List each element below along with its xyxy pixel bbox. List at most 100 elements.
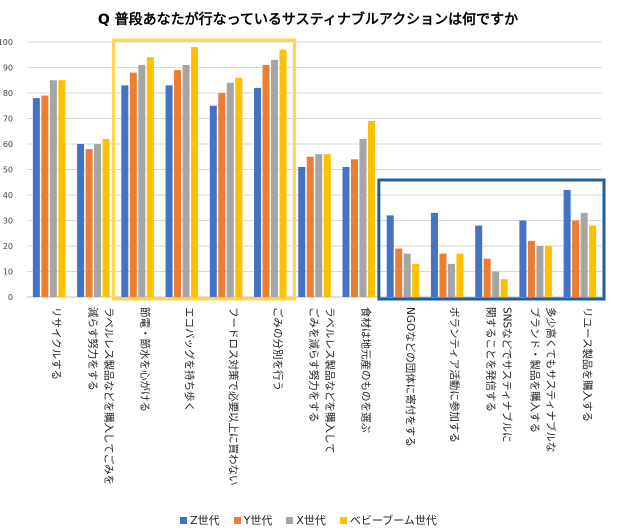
bar-4-12	[544, 246, 552, 297]
x-tick-label: ごみを減らす努力をする	[308, 307, 321, 422]
x-tick-label: ラベルレス製品などを購入してごみを	[102, 307, 115, 485]
bar-1-10	[430, 212, 438, 297]
bar-1-8	[342, 166, 350, 297]
x-tick-label: ブランド・製品を購入する	[529, 307, 542, 433]
bar-4-1	[58, 80, 66, 297]
bar-2-12	[527, 240, 535, 297]
legend-swatch	[339, 516, 347, 524]
y-tick-label: 0	[8, 293, 13, 302]
legend-label: ベビーブーム世代	[349, 514, 437, 527]
legend-label: Z世代	[190, 514, 220, 527]
y-tick-label: 40	[3, 191, 13, 200]
x-tick-label: 食材は地元産のものを選ぶ	[360, 307, 373, 433]
bar-2-8	[350, 159, 358, 297]
y-tick-label: 100	[0, 38, 13, 47]
x-tick-label: ごみの分別を行う	[271, 307, 284, 391]
x-tick-label: 多少高くてもサスティナブルな	[545, 307, 558, 452]
bar-3-12	[536, 246, 544, 297]
x-tick-label: フードロス対策で必要以上に買わない	[227, 307, 240, 486]
y-tick-label: 20	[3, 242, 13, 251]
bar-4-4	[191, 47, 199, 297]
highlight-boxes	[111, 38, 606, 301]
legend-swatch	[286, 516, 294, 524]
legend-swatch	[233, 516, 241, 524]
bar-1-6	[254, 87, 262, 298]
bar-2-3	[129, 72, 137, 297]
bar-2-6	[262, 64, 270, 297]
bar-2-11	[483, 258, 491, 297]
bar-2-2	[85, 149, 93, 297]
x-tick-label: 減らす努力をする	[86, 307, 99, 391]
x-tick-label: ボランティア活動に参加する	[448, 307, 461, 443]
bar-1-5	[209, 105, 217, 297]
bar-3-3	[138, 64, 146, 297]
legend: Z世代 Y世代 X世代 ベビーブーム世代	[0, 510, 617, 530]
bar-3-7	[315, 154, 323, 297]
bar-1-3	[121, 85, 129, 297]
legend-item: X世代	[286, 512, 326, 528]
bar-2-7	[306, 156, 314, 297]
x-tick-label: リユース製品を購入する	[581, 307, 594, 422]
x-tick-label: SNSなどでサスティナブルに	[500, 307, 513, 443]
bar-3-11	[492, 271, 500, 297]
bar-1-11	[475, 225, 483, 297]
bar-3-4	[182, 64, 190, 297]
x-tick-label: ラベルレス製品などを購入して	[324, 307, 337, 454]
yellow-highlight	[111, 38, 296, 301]
bar-4-2	[102, 138, 110, 297]
bar-4-3	[146, 57, 154, 297]
y-tick-label: 10	[3, 268, 13, 277]
legend-label: Y世代	[243, 514, 273, 527]
bar-3-2	[94, 144, 102, 297]
x-tick-label: リサイクルする	[50, 307, 62, 380]
bar-4-11	[500, 279, 508, 297]
bar-4-6	[279, 49, 287, 298]
bar-2-13	[572, 220, 580, 297]
bar-2-4	[174, 70, 182, 297]
bars	[32, 47, 597, 298]
bar-4-8	[367, 121, 375, 297]
bar-2-1	[41, 95, 49, 297]
bar-3-8	[359, 138, 367, 297]
bar-1-1	[32, 98, 40, 297]
bar-3-9	[403, 253, 411, 297]
bar-4-10	[456, 253, 464, 297]
bar-1-12	[519, 220, 527, 297]
x-tick-label: 節電・節水を心がける	[139, 307, 152, 412]
y-tick-label: 50	[3, 166, 13, 175]
y-tick-label: 90	[3, 64, 13, 73]
legend-label: X世代	[296, 514, 326, 527]
bar-1-13	[563, 189, 571, 297]
bar-2-5	[218, 93, 226, 297]
bar-4-7	[323, 154, 331, 297]
chart-title: Q 普段あなたが行なっているサスティナブルアクションは何ですか	[98, 11, 518, 28]
legend-item: ベビーブーム世代	[339, 512, 437, 528]
bar-3-1	[49, 80, 57, 297]
bar-2-9	[395, 248, 403, 297]
bar-1-7	[298, 166, 306, 297]
y-tick-label: 70	[3, 115, 13, 124]
bar-3-5	[226, 82, 234, 297]
x-tick-label: NGOなどの団体に寄付をする	[404, 307, 417, 447]
y-tick-label: 60	[3, 140, 13, 149]
bar-1-9	[386, 215, 394, 297]
blue-highlight	[377, 178, 606, 301]
legend-item: Y世代	[233, 512, 273, 528]
legend-item: Z世代	[180, 512, 220, 528]
bar-4-5	[235, 77, 243, 297]
bar-4-9	[412, 263, 420, 297]
legend-swatch	[180, 516, 188, 524]
bar-4-13	[589, 225, 597, 297]
bar-3-13	[580, 212, 588, 297]
bar-1-4	[165, 85, 173, 297]
y-tick-label: 30	[3, 217, 13, 226]
x-tick-label: エコバッグを持ち歩く	[183, 307, 196, 412]
y-tick-label: 80	[3, 89, 13, 98]
x-tick-label: 関することを発信する	[484, 307, 497, 412]
bar-1-2	[77, 144, 85, 297]
bar-3-10	[447, 263, 455, 297]
bar-3-6	[271, 59, 279, 297]
bar-2-10	[439, 253, 447, 297]
